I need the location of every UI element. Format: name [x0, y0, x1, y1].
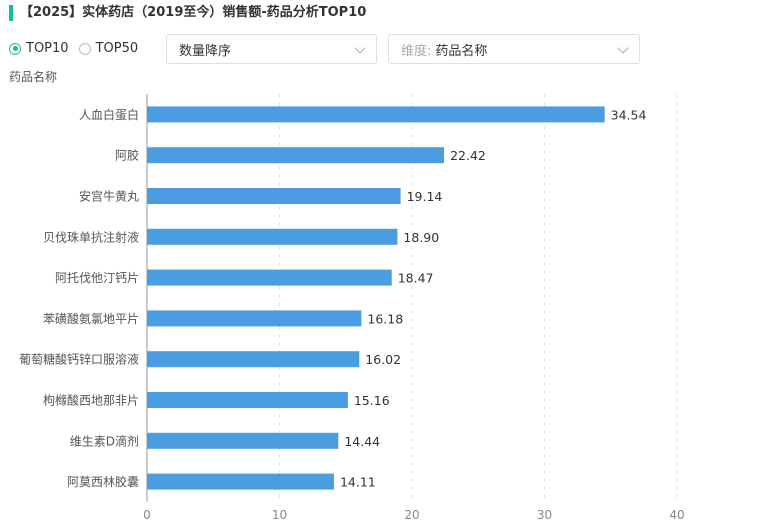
data-label: 15.16 — [354, 393, 390, 408]
sort-select-value: 数量降序 — [179, 43, 232, 59]
title-accent-bar — [9, 5, 13, 21]
value-labels: 34.54 22.42 19.14 18.90 18.47 16.18 16.02 15.16… — [340, 107, 647, 489]
bar[interactable] — [147, 269, 392, 286]
data-label: 22.42 — [450, 148, 486, 163]
category-label: 维生素D滴剂 — [70, 433, 139, 448]
radio-top10[interactable]: TOP10 — [9, 41, 69, 56]
sort-select[interactable]: 数量降序 — [166, 34, 377, 64]
data-label: 14.44 — [344, 434, 380, 449]
bar[interactable] — [147, 106, 605, 123]
dimension-select-prefix: 维度: — [401, 43, 432, 59]
category-label: 阿莫西林胶囊 — [67, 474, 139, 489]
data-label: 16.02 — [365, 352, 401, 367]
x-tick-label: 10 — [272, 508, 287, 522]
category-label: 阿胶 — [115, 148, 139, 163]
x-tick-labels: 0 10 20 30 40 — [143, 508, 684, 522]
dimension-select[interactable]: 维度: 药品名称 — [388, 34, 640, 64]
data-label: 14.11 — [340, 475, 376, 490]
bar[interactable] — [147, 392, 348, 408]
x-tick-label: 0 — [143, 508, 151, 522]
data-label: 19.14 — [407, 189, 443, 204]
page-title: 【2025】实体药店（2019至今）销售额-药品分析TOP10 — [20, 5, 367, 20]
radio-top50[interactable]: TOP50 — [78, 41, 139, 56]
bar[interactable] — [147, 188, 401, 204]
x-tick-label: 30 — [537, 508, 552, 522]
data-label: 18.47 — [398, 271, 434, 286]
category-label: 苯磺酸氨氯地平片 — [43, 311, 139, 326]
x-tick-label: 20 — [404, 508, 419, 522]
bar[interactable] — [147, 147, 445, 164]
data-label: 34.54 — [611, 107, 647, 122]
category-label: 阿托伐他汀钙片 — [55, 271, 139, 285]
category-label: 葡萄糖酸钙锌口服溶液 — [19, 352, 139, 367]
bar[interactable] — [147, 310, 362, 327]
dimension-select-value: 药品名称 — [435, 43, 488, 59]
category-label: 枸橼酸西地那非片 — [43, 393, 139, 408]
bars — [147, 106, 605, 490]
radio-unchecked-icon — [78, 42, 91, 55]
data-label: 16.18 — [367, 311, 403, 326]
topn-radio-group: TOP10 TOP50 — [9, 41, 148, 56]
category-labels: 人血白蛋白阿胶安宫牛黄丸贝伐珠单抗注射液阿托伐他汀钙片苯磺酸氨氯地平片葡萄糖酸钙… — [19, 107, 139, 489]
category-label: 安宫牛黄丸 — [79, 189, 139, 204]
bar[interactable] — [147, 473, 334, 490]
data-label: 18.90 — [403, 230, 439, 245]
radio-top50-label: TOP50 — [95, 41, 139, 56]
category-label: 贝伐珠单抗注射液 — [43, 229, 139, 244]
radio-top10-label: TOP10 — [26, 41, 69, 56]
radio-checked-icon — [9, 42, 21, 55]
y-axis-label: 药品名称 — [9, 70, 58, 84]
x-tick-label: 40 — [669, 508, 684, 522]
category-label: 人血白蛋白 — [79, 107, 139, 122]
bar[interactable] — [147, 351, 360, 368]
bar[interactable] — [147, 228, 398, 245]
bar[interactable] — [147, 432, 339, 449]
